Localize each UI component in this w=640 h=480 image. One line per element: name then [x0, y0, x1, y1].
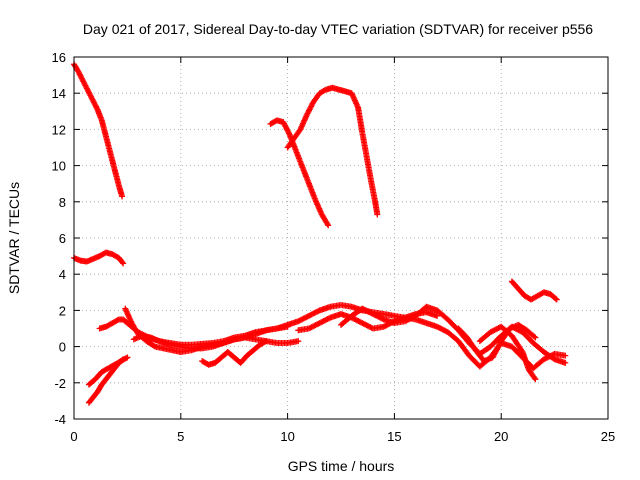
data-point [315, 308, 322, 315]
data-point [553, 296, 560, 303]
series-track-7 [130, 323, 291, 352]
data-point [119, 193, 126, 200]
data-point [119, 259, 126, 266]
series-track-15 [508, 278, 560, 303]
y-tick-label: 16 [52, 50, 66, 65]
y-tick-label: 14 [52, 86, 66, 101]
data-point [325, 222, 332, 229]
y-tick-label: -4 [54, 412, 66, 427]
x-axis-title: GPS time / hours [288, 458, 395, 474]
chart-title: Day 021 of 2017, Sidereal Day-to-day VTE… [83, 21, 593, 37]
series-track-2 [71, 249, 127, 267]
tick-layer: 0 5 10 15 20 25 -4 -2 0 2 4 6 8 10 12 14 16 [52, 50, 616, 444]
data-point [124, 354, 131, 361]
data-point [531, 374, 538, 381]
data-point [284, 323, 291, 330]
y-axis-title: SDTVAR / TECUs [6, 182, 22, 294]
series-track-14 [476, 323, 539, 383]
data-point [531, 333, 538, 340]
data-point [532, 376, 539, 383]
series-track-10 [284, 84, 381, 218]
data-point [532, 334, 539, 341]
y-tick-label: 0 [59, 340, 66, 355]
series-track-8 [199, 338, 270, 368]
data-point [263, 338, 270, 345]
data-point [114, 317, 121, 324]
series-track-12 [338, 303, 569, 366]
data-point [379, 315, 386, 322]
data-point [123, 355, 130, 362]
data-point [562, 359, 569, 366]
x-tick-label: 15 [387, 429, 401, 444]
data-point [120, 260, 127, 267]
x-tick-label: 10 [280, 429, 294, 444]
series-track-4 [85, 354, 131, 388]
y-tick-label: -2 [54, 376, 66, 391]
x-tick-label: 25 [601, 429, 615, 444]
data-point [325, 315, 332, 322]
x-tick-label: 20 [494, 429, 508, 444]
x-tick-label: 5 [177, 429, 184, 444]
data-point [434, 312, 441, 319]
y-tick-label: 4 [59, 267, 66, 282]
y-tick-label: 10 [52, 159, 66, 174]
grid-layer [74, 57, 608, 419]
x-tick-label: 0 [70, 429, 77, 444]
series-track-1 [71, 61, 126, 200]
y-tick-label: 8 [59, 195, 66, 210]
data-point [295, 338, 302, 345]
y-tick-label: 6 [59, 231, 66, 246]
data-point [374, 211, 381, 218]
series-layer [71, 61, 569, 406]
data-point [552, 295, 559, 302]
y-tick-label: 2 [59, 303, 66, 318]
data-point [261, 338, 268, 345]
data-point [562, 352, 569, 359]
y-tick-label: 12 [52, 122, 66, 137]
